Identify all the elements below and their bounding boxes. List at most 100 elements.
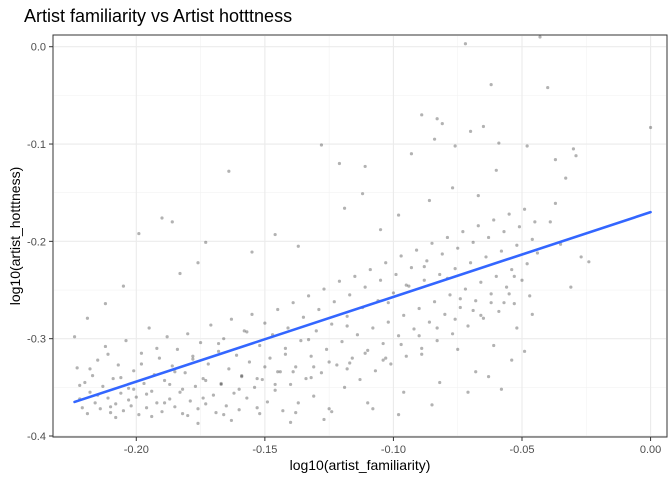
scatter-point: [198, 340, 203, 345]
x-axis-ticks: -0.20 -0.15 -0.10 -0.05 0.00: [124, 437, 661, 456]
scatter-point: [571, 147, 576, 151]
scatter-point: [168, 397, 172, 401]
chart-title: Artist familiarity vs Artist hotttness: [24, 6, 292, 26]
scatter-point: [173, 370, 177, 374]
scatter-point: [88, 367, 92, 371]
scatter-point: [196, 261, 200, 265]
scatter-point: [96, 358, 100, 362]
scatter-point: [386, 301, 390, 305]
scatter-point: [160, 216, 164, 220]
scatter-point: [345, 367, 349, 371]
scatter-point: [72, 335, 77, 339]
scatter-point: [116, 363, 120, 367]
scatter-point: [399, 254, 403, 258]
scatter-point: [499, 249, 504, 253]
scatter-point: [417, 334, 421, 338]
scatter-point: [306, 294, 311, 298]
scatter-point: [106, 396, 110, 400]
y-tick-label: -0.1: [27, 139, 46, 151]
scatter-point: [319, 371, 324, 375]
scatter-point: [232, 391, 236, 395]
scatter-point: [88, 390, 92, 394]
scatter-point: [301, 315, 306, 319]
scatter-point: [448, 293, 452, 297]
scatter-point: [309, 376, 313, 380]
scatter-point: [458, 297, 462, 301]
scatter-point: [414, 248, 419, 252]
scatter-point: [489, 83, 493, 87]
scatter-point: [381, 341, 385, 346]
scatter-point: [422, 265, 426, 269]
scatter-point: [83, 380, 87, 385]
scatter-point: [260, 377, 264, 382]
scatter-point: [288, 420, 293, 424]
scatter-point: [247, 360, 252, 364]
scatter-point: [322, 417, 326, 422]
scatter-point: [512, 274, 516, 278]
scatter-point: [196, 421, 200, 425]
scatter-point: [366, 401, 370, 405]
x-tick-label: -0.20: [124, 444, 149, 456]
scatter-point: [510, 267, 514, 272]
scatter-point: [450, 332, 455, 336]
scatter-point: [314, 329, 318, 333]
scatter-point: [486, 375, 491, 379]
scatter-point: [252, 385, 257, 389]
scatter-point: [517, 225, 522, 229]
scatter-point: [471, 308, 475, 313]
scatter-point: [209, 323, 213, 327]
scatter-point: [512, 302, 516, 306]
scatter-point: [286, 326, 290, 330]
scatter-point: [132, 369, 136, 373]
scatter-point: [175, 347, 180, 351]
scatter-point: [558, 242, 563, 246]
scatter-point: [355, 333, 360, 337]
scatter-point: [139, 351, 144, 355]
scatter-point: [468, 261, 473, 265]
scatter-point: [106, 352, 110, 356]
scatter-point: [186, 332, 190, 336]
scatter-point: [553, 201, 558, 205]
scatter-point: [337, 161, 342, 166]
scatter-point: [319, 143, 324, 147]
scatter-point: [327, 407, 331, 411]
scatter-point: [409, 152, 414, 156]
scatter-point: [193, 384, 198, 388]
scatter-point: [438, 380, 442, 385]
scatter-point: [468, 129, 473, 133]
scatter-point: [304, 376, 308, 381]
scatter-point: [214, 411, 218, 415]
scatter-point: [474, 370, 478, 374]
scatter-point: [150, 414, 154, 419]
scatter-point: [515, 326, 519, 330]
data-points: [72, 35, 653, 425]
scatter-point: [111, 376, 115, 381]
scatter-point: [188, 399, 192, 403]
scatter-point: [294, 411, 298, 415]
scatter-point: [119, 391, 123, 395]
scatter-point: [538, 35, 542, 39]
scatter-point: [476, 224, 480, 228]
scatter-point: [227, 169, 231, 173]
scatter-point: [440, 252, 444, 256]
scatter-point: [396, 213, 401, 217]
scatter-point: [407, 284, 411, 288]
scatter-point: [481, 124, 486, 129]
scatter-point: [162, 378, 167, 383]
scatter-point: [75, 366, 79, 370]
scatter-point: [281, 409, 285, 413]
scatter-point: [191, 357, 195, 361]
scatter-point: [129, 404, 133, 408]
x-tick-label: -0.10: [381, 444, 406, 456]
scatter-point: [345, 324, 349, 328]
scatter-point: [237, 387, 241, 391]
scatter-point: [178, 271, 182, 276]
scatter-point: [142, 381, 146, 386]
scatter-point: [299, 339, 303, 343]
scatter-point: [456, 246, 460, 250]
scatter-point: [108, 411, 113, 415]
scatter-point: [494, 274, 498, 278]
scatter-point: [211, 393, 216, 397]
scatter-point: [126, 386, 131, 390]
scatter-point: [471, 240, 475, 244]
